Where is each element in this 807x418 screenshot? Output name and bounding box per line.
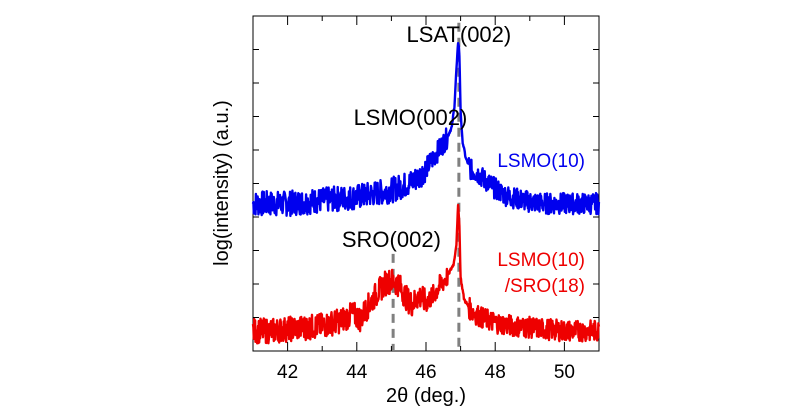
- peak-annotation: SRO(002): [342, 227, 441, 252]
- x-tick-label: 50: [554, 362, 575, 383]
- series-line: [251, 203, 601, 345]
- series-label: /SRO(18): [505, 276, 585, 297]
- tick-marks: [252, 16, 600, 351]
- series-label: LSMO(10): [497, 250, 585, 271]
- annotations: LSAT(002) LSMO(002) SRO(002): [342, 22, 511, 252]
- x-tick-label: 48: [485, 362, 506, 383]
- x-tick-label: 44: [346, 362, 368, 383]
- y-axis-title: log(intensity) (a.u.): [211, 100, 233, 266]
- x-axis-title: 2θ (deg.): [386, 385, 466, 407]
- x-tick-label: 42: [277, 362, 298, 383]
- series-label: LSMO(10): [497, 151, 585, 172]
- series-layer: [251, 42, 601, 345]
- peak-annotation: LSAT(002): [406, 22, 511, 47]
- peak-annotation: LSMO(002): [354, 105, 468, 130]
- series-labels: LSMO(10) LSMO(10) /SRO(18): [497, 151, 585, 297]
- series-line: [251, 42, 601, 218]
- x-tick-label: 46: [415, 362, 436, 383]
- x-tick-labels: 42 44 46 48 50: [277, 362, 575, 383]
